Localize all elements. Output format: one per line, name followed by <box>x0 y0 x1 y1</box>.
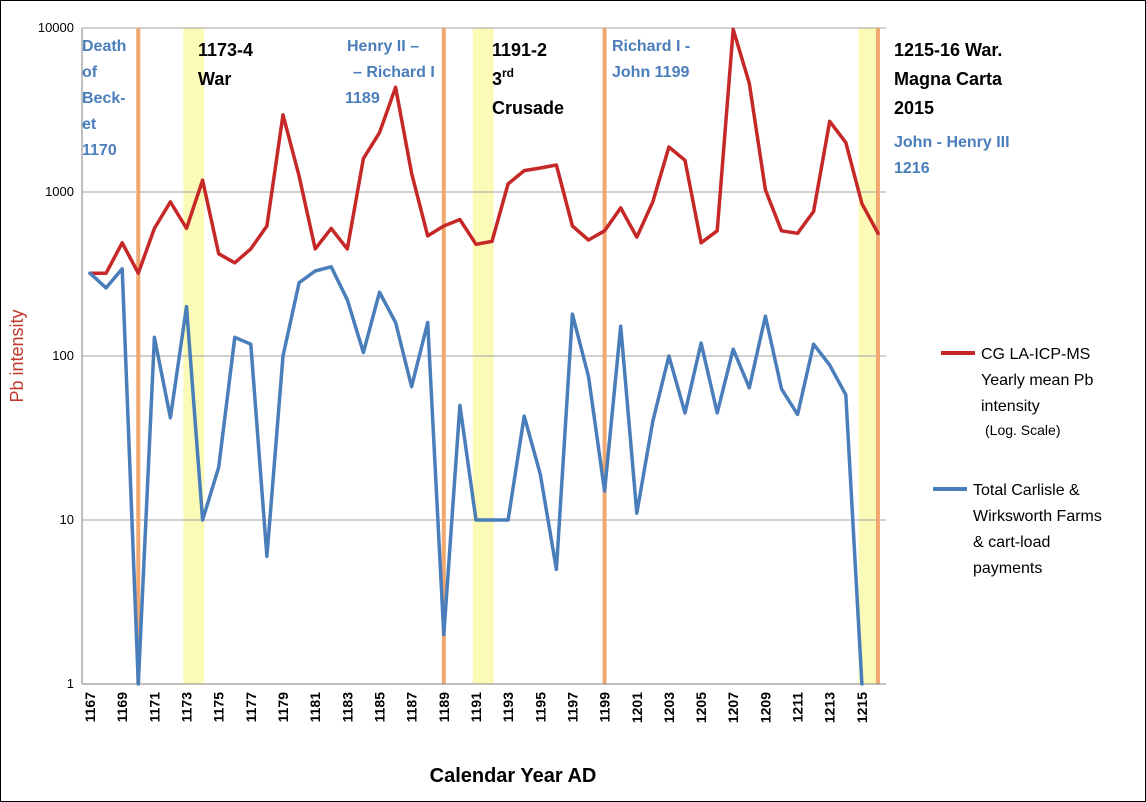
y-tick-label: 1000 <box>45 184 74 199</box>
annotation-magna-carta: 1215-16 War. Magna Carta 2015 <box>894 40 1007 118</box>
x-tick-label: 1183 <box>339 692 355 723</box>
x-tick-label: 1171 <box>146 692 162 723</box>
x-tick-label: 1211 <box>790 692 806 723</box>
x-tick-label: 1193 <box>500 692 516 723</box>
legend: CG LA-ICP-MS Yearly mean Pb intensity (L… <box>933 346 1106 577</box>
x-tick-label: 1169 <box>114 692 130 723</box>
x-tick-label: 1185 <box>371 692 387 723</box>
x-tick-label: 1197 <box>564 692 580 723</box>
annotation-richard-john: Richard I - John 1199 <box>612 38 695 81</box>
annotation-henry-richard: Henry II – – Richard I 1189 <box>345 38 439 107</box>
y-tick-label: 10 <box>60 512 74 527</box>
x-tick-label: 1213 <box>822 692 838 723</box>
x-tick-label: 1181 <box>307 692 323 723</box>
x-tick-label: 1167 <box>82 692 98 723</box>
x-tick-label: 1203 <box>661 692 677 723</box>
x-tick-label: 1199 <box>597 692 613 723</box>
x-tick-label: 1191 <box>468 692 484 723</box>
x-tick-labels: 1167 1169 1171 1173 1175 1177 1179 1181 1183 1185… <box>82 692 870 723</box>
y-axis-label: Pb intensity <box>7 309 27 402</box>
x-tick-label: 1201 <box>629 692 645 723</box>
annotation-john-henry: John - Henry III 1216 <box>894 134 1014 177</box>
annotation-third-crusade: 1191-2 3rd Crusade <box>492 40 564 118</box>
axes <box>81 28 886 685</box>
series-blue-line <box>88 265 864 686</box>
event-lines <box>136 28 880 684</box>
x-tick-label: 1173 <box>179 692 195 723</box>
legend-blue-label: Total Carlisle & Wirksworth Farms & cart… <box>973 482 1106 577</box>
x-axis-label: Calendar Year AD <box>430 765 597 787</box>
x-tick-label: 1177 <box>243 692 259 723</box>
y-tick-label: 1 <box>67 676 74 691</box>
y-tick-label: 10000 <box>38 20 74 35</box>
x-tick-label: 1215 <box>854 692 870 723</box>
legend-red-scale-note: (Log. Scale) <box>985 422 1060 438</box>
x-tick-label: 1207 <box>725 692 741 723</box>
annotation-1173-war: 1173-4 War <box>198 40 258 89</box>
x-tick-label: 1175 <box>211 692 227 723</box>
x-tick-label: 1179 <box>275 692 291 723</box>
x-tick-label: 1195 <box>532 692 548 723</box>
x-tick-label: 1187 <box>404 692 420 723</box>
y-tick-label: 100 <box>52 348 74 363</box>
series-red-line <box>88 27 880 275</box>
annotation-death-of-becket: Death of Beck- et 1170 <box>82 38 131 159</box>
x-tick-label: 1205 <box>693 692 709 723</box>
x-tick-label: 1189 <box>436 692 452 723</box>
legend-red-label: CG LA-ICP-MS Yearly mean Pb intensity <box>981 346 1098 415</box>
x-tick-label: 1209 <box>757 692 773 723</box>
y-tick-labels: 1 10 100 1000 10000 <box>38 20 74 691</box>
series-lines <box>88 27 880 686</box>
